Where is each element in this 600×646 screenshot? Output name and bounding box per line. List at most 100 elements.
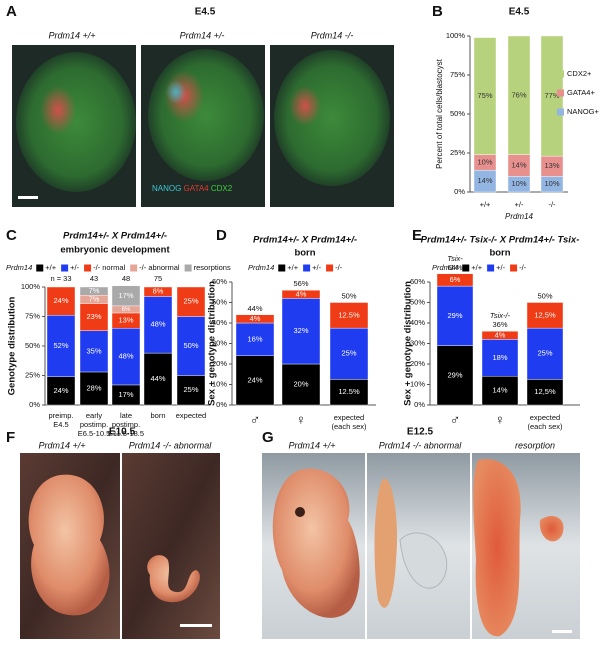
image-label: resorption bbox=[515, 440, 555, 450]
total-label: 56% bbox=[293, 279, 308, 288]
bar-segment bbox=[526, 327, 564, 380]
bar-segment bbox=[329, 302, 369, 329]
legend-label: +/+ bbox=[45, 263, 56, 272]
y-tick-label: 100% bbox=[21, 282, 41, 291]
bar-segment bbox=[329, 327, 369, 380]
x-tick-label: +/- bbox=[515, 200, 524, 209]
y-tick-label: 0% bbox=[454, 187, 465, 196]
chart-subtitle: born bbox=[294, 248, 315, 259]
value-label: 32% bbox=[293, 326, 308, 335]
value-label: 77% bbox=[544, 91, 559, 100]
value-label: 28% bbox=[86, 383, 101, 392]
panel-title: E4.5 bbox=[195, 7, 216, 18]
x-tick-label: preimp. bbox=[48, 411, 73, 420]
stain-cdx2: CDX2 bbox=[211, 184, 233, 193]
value-label: 52% bbox=[53, 341, 68, 350]
legend-swatch bbox=[557, 108, 564, 116]
y-tick-label: 10% bbox=[212, 379, 227, 388]
value-label: 48% bbox=[150, 320, 165, 329]
value-label: 17% bbox=[118, 390, 133, 399]
value-label: 24% bbox=[53, 296, 68, 305]
value-label: 7% bbox=[89, 294, 100, 303]
value-label: 24% bbox=[53, 386, 68, 395]
image-label: Prdm14 +/- bbox=[180, 30, 225, 40]
image-label: Prdm14 +/+ bbox=[48, 30, 95, 40]
x-tick-label: E6.5-10.5 bbox=[78, 429, 111, 438]
stain-nanog: NANOG bbox=[152, 184, 181, 193]
y-tick-label: 60% bbox=[212, 277, 227, 286]
x-axis-title: Prdm14 bbox=[505, 212, 534, 221]
panel-letter: E bbox=[412, 227, 422, 244]
y-tick-label: 40% bbox=[212, 318, 227, 327]
value-label: 25% bbox=[183, 297, 198, 306]
x-tick-label: E11.5-18.5 bbox=[108, 429, 144, 438]
x-tick-label: expected bbox=[176, 411, 206, 420]
n-label: 48 bbox=[122, 274, 130, 283]
x-tick-label: -/- bbox=[548, 200, 556, 209]
legend-label: +/+ bbox=[287, 263, 298, 272]
x-tick-label: +/+ bbox=[480, 200, 491, 209]
chart-title: Prdm14+/- Tsix-/- X Prdm14+/- Tsix- bbox=[421, 235, 580, 246]
value-label: 17% bbox=[118, 291, 133, 300]
y-tick-label: 20% bbox=[410, 359, 425, 368]
bar-segment bbox=[46, 376, 76, 406]
panel-letter: G bbox=[262, 429, 274, 446]
legend-label: resorptions bbox=[194, 263, 231, 272]
bar-segment bbox=[526, 302, 564, 329]
total-label: 64% bbox=[447, 263, 462, 272]
chart-title: E4.5 bbox=[509, 7, 530, 18]
embryo-image bbox=[122, 453, 220, 639]
legend-title: Prdm14 bbox=[432, 263, 458, 272]
chart-subtitle: embryonic development bbox=[60, 245, 170, 256]
bar-segment bbox=[79, 371, 109, 406]
value-label: 7% bbox=[89, 286, 100, 295]
y-axis-title: Sex + genotype distribution bbox=[403, 281, 414, 406]
bar-segment bbox=[281, 290, 321, 299]
x-tick-label: expected bbox=[334, 413, 364, 422]
x-tick-label: born bbox=[150, 411, 165, 420]
y-tick-label: 20% bbox=[212, 359, 227, 368]
y-axis-title: Sex + genotype distribution bbox=[207, 281, 218, 406]
value-label: 24% bbox=[247, 375, 262, 384]
value-label: 75% bbox=[477, 91, 492, 100]
legend-swatch bbox=[462, 264, 470, 272]
bar-segment bbox=[526, 379, 564, 406]
value-label: 14% bbox=[492, 386, 507, 395]
embryo-image bbox=[20, 453, 120, 639]
x-tick-label: (each sex) bbox=[527, 422, 563, 431]
legend-swatch bbox=[510, 264, 518, 272]
legend-label: +/- bbox=[496, 263, 505, 272]
value-label: 6% bbox=[122, 307, 131, 313]
legend-title: Prdm14 bbox=[6, 263, 32, 272]
value-label: 14% bbox=[477, 176, 492, 185]
value-label: 6% bbox=[450, 275, 461, 284]
total-label: 50% bbox=[537, 291, 552, 300]
bar-segment bbox=[281, 298, 321, 365]
value-label: 8% bbox=[153, 287, 164, 296]
value-label: 10% bbox=[477, 157, 492, 166]
value-label: 18% bbox=[492, 353, 507, 362]
total-label: 50% bbox=[341, 291, 356, 300]
value-label: 25% bbox=[341, 349, 356, 358]
y-tick-label: 0% bbox=[414, 400, 425, 409]
panel-letter: C bbox=[6, 227, 17, 244]
y-tick-label: 75% bbox=[450, 70, 465, 79]
y-tick-label: 0% bbox=[216, 400, 227, 409]
y-tick-label: 50% bbox=[410, 297, 425, 306]
bar-segment bbox=[143, 286, 173, 297]
panel-letter: F bbox=[6, 429, 15, 446]
image-label: Prdm14 +/+ bbox=[288, 440, 335, 450]
chart-title: Prdm14+/- X Prdm14+/- bbox=[253, 235, 357, 246]
bar-segment bbox=[46, 286, 76, 316]
legend-swatch bbox=[184, 264, 192, 272]
x-tick-label: ♂ bbox=[450, 412, 461, 428]
y-tick-label: 25% bbox=[450, 148, 465, 157]
microscopy-image bbox=[141, 45, 265, 207]
bar-segment bbox=[436, 285, 474, 346]
bar-segment bbox=[235, 322, 275, 356]
legend-swatch bbox=[557, 70, 564, 78]
annotation: Tsix-/- bbox=[490, 311, 511, 320]
value-label: 12.5% bbox=[338, 387, 360, 396]
bar-segment bbox=[176, 286, 206, 317]
legend-label: -/- normal bbox=[93, 263, 125, 272]
